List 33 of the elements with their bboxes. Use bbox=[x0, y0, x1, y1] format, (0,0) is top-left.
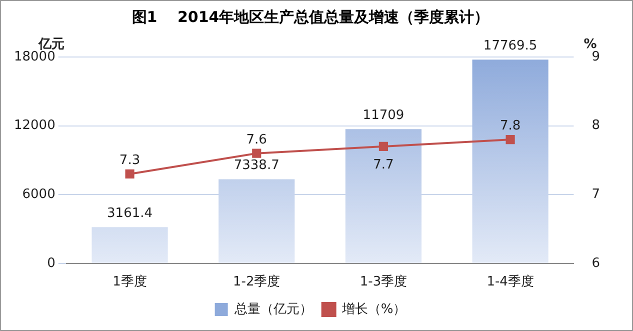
data-label: 7.7 bbox=[373, 157, 394, 172]
bar bbox=[218, 179, 295, 263]
y2-tick-label: 6 bbox=[592, 256, 600, 271]
bar bbox=[92, 227, 168, 263]
x-tick-label: 1季度 bbox=[112, 274, 147, 290]
data-label: 7338.7 bbox=[234, 158, 280, 174]
y2-tick-label: 9 bbox=[592, 49, 600, 64]
y2-tick-label: 7 bbox=[592, 186, 600, 202]
y-tick-label: 6000 bbox=[22, 186, 56, 202]
data-label: 17769.5 bbox=[483, 38, 538, 54]
data-label: 7.6 bbox=[246, 132, 267, 148]
y2-axis-title: % bbox=[584, 36, 597, 52]
x-tick-label: 1-3季度 bbox=[360, 274, 408, 290]
chart-title: 图1 2014年地区生产总值总量及增速（季度累计） bbox=[132, 8, 490, 26]
point bbox=[125, 169, 134, 178]
legend-label: 增长（%） bbox=[340, 302, 406, 317]
bar bbox=[472, 60, 548, 263]
data-label: 7.8 bbox=[500, 118, 521, 134]
legend-label: 总量（亿元） bbox=[233, 302, 312, 317]
y-tick-label: 12000 bbox=[14, 118, 56, 134]
point bbox=[506, 135, 515, 144]
y-axis-title: 亿元 bbox=[37, 36, 64, 52]
data-label: 11709 bbox=[362, 108, 404, 124]
y-tick-label: 18000 bbox=[14, 49, 56, 64]
y2-tick-label: 8 bbox=[592, 118, 600, 134]
point bbox=[252, 148, 262, 158]
x-tick-label: 1-2季度 bbox=[233, 274, 280, 290]
bar bbox=[345, 129, 422, 263]
data-label: 3161.4 bbox=[107, 206, 153, 222]
point bbox=[378, 142, 388, 151]
x-tick-label: 1-4季度 bbox=[486, 274, 534, 290]
data-label: 7.3 bbox=[119, 152, 140, 168]
y-tick-label: 0 bbox=[47, 256, 56, 271]
